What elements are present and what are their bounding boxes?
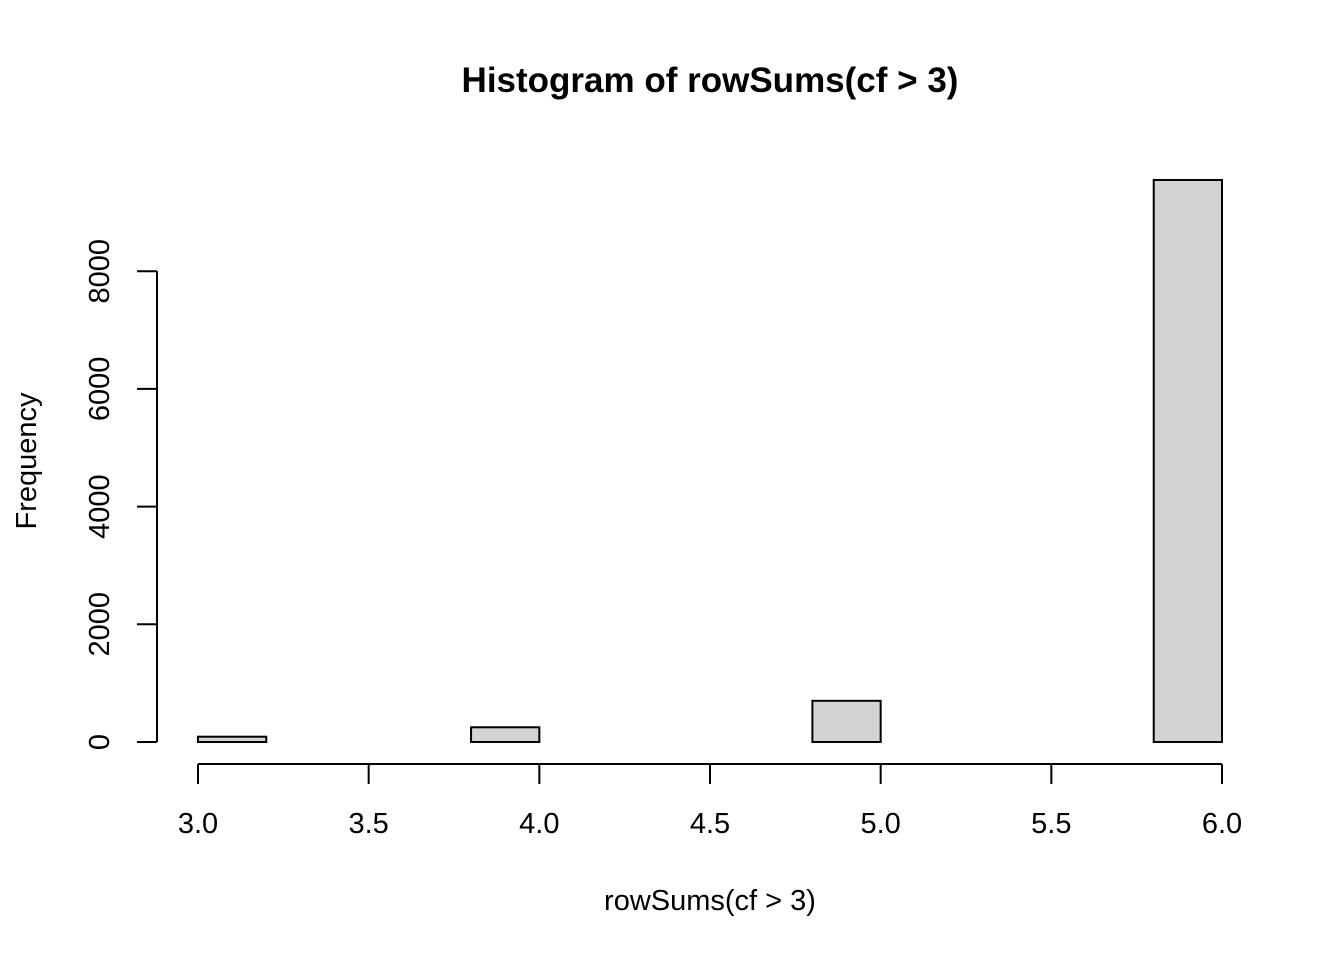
- y-tick-label: 2000: [84, 592, 116, 657]
- y-tick-label: 6000: [84, 357, 116, 422]
- y-axis-label: Frequency: [11, 392, 43, 530]
- y-tick-label: 0: [84, 734, 116, 750]
- x-tick-label: 3.0: [178, 808, 218, 840]
- y-tick-label: 4000: [84, 474, 116, 539]
- x-tick-label: 5.0: [861, 808, 901, 840]
- x-tick-label: 4.0: [519, 808, 559, 840]
- histogram-bar: [470, 726, 541, 744]
- histogram-bar: [1152, 179, 1223, 743]
- chart-title: Histogram of rowSums(cf > 3): [462, 61, 959, 100]
- x-axis-label: rowSums(cf > 3): [604, 885, 816, 917]
- x-axis: 3.0 3.5 4.0 4.5 5.0 5.5 6.0: [178, 763, 1242, 840]
- y-tick-label: 8000: [84, 239, 116, 304]
- histogram-bar: [811, 699, 882, 743]
- y-axis: 0 2000 4000 6000 8000: [84, 239, 158, 750]
- histogram-bar: [197, 735, 268, 744]
- x-tick-label: 6.0: [1202, 808, 1242, 840]
- x-tick-label: 4.5: [690, 808, 730, 840]
- bars-layer: [197, 179, 1223, 744]
- x-tick-label: 5.5: [1031, 808, 1071, 840]
- x-tick-label: 3.5: [349, 808, 389, 840]
